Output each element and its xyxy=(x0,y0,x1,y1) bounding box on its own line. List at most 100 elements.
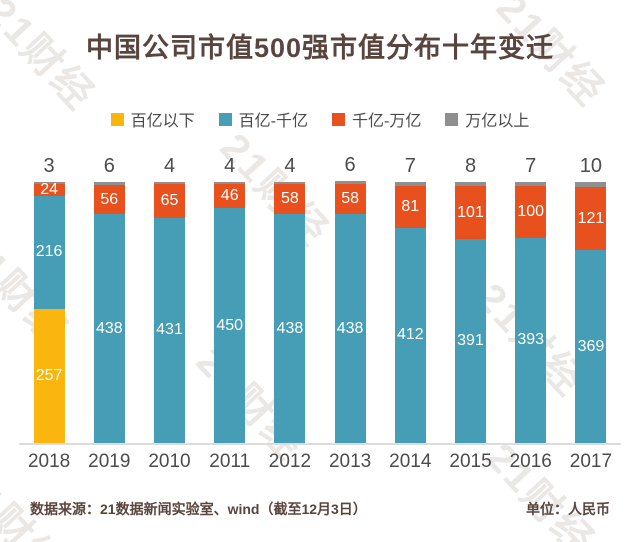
bar-top-count: 3 xyxy=(43,154,55,177)
segment-value: 438 xyxy=(336,319,364,337)
bar-stack: 24 216 257 xyxy=(33,180,65,443)
bar-segment-2: 24 xyxy=(33,180,65,198)
bar-segment-3 xyxy=(214,182,246,185)
bar-column-2012: 4 58 438 xyxy=(260,154,320,443)
legend-item-1: 百亿-千亿 xyxy=(218,107,308,131)
legend-label: 万亿以上 xyxy=(465,113,530,130)
legend-swatch-icon xyxy=(110,112,124,126)
x-label-2013: 2013 xyxy=(328,450,372,472)
legend-item-0: 百亿以下 xyxy=(110,107,195,131)
bar-segment-3 xyxy=(515,182,547,186)
bar-segment-1: 450 xyxy=(214,208,246,443)
bar-stack: 81 412 xyxy=(394,181,426,443)
legend-swatch-icon xyxy=(218,112,232,126)
bar-stack: 58 438 xyxy=(334,181,366,443)
segment-value: 58 xyxy=(341,190,359,208)
segment-value: 438 xyxy=(95,319,123,337)
segment-value: 121 xyxy=(577,209,605,227)
x-label-2017: 2017 xyxy=(569,450,613,472)
bar-column-2013: 6 58 438 xyxy=(320,153,380,443)
stacked-bar-chart: 3 24 216 257 6 56 438 4 65 431 4 46 450 4 58 438 6 58 438 7… xyxy=(19,153,621,473)
bar-segment-3 xyxy=(455,182,487,187)
bar-segment-1: 438 xyxy=(274,214,306,443)
segment-value: 431 xyxy=(156,321,183,339)
bar-stack: 65 431 xyxy=(154,182,185,443)
legend-item-2: 千亿-万亿 xyxy=(332,107,421,131)
legend-label: 千亿-万亿 xyxy=(352,113,422,130)
bar-column-2010: 4 65 431 xyxy=(139,154,199,443)
bar-top-count: 6 xyxy=(344,154,356,176)
segment-value: 391 xyxy=(457,331,484,349)
bar-segment-2: 56 xyxy=(93,185,125,215)
segment-value: 58 xyxy=(281,190,299,208)
x-axis-labels: 2018 2019 2010 2011 2012 2013 2014 2015 2016 2017 xyxy=(19,451,621,473)
bar-segment-3 xyxy=(394,181,426,186)
x-label-2015: 2015 xyxy=(449,450,492,472)
bar-top-count: 4 xyxy=(163,155,176,177)
legend-item-3: 万亿以上 xyxy=(445,107,529,131)
x-label-2010: 2010 xyxy=(148,450,191,472)
segment-value: 81 xyxy=(401,197,420,215)
bar-stack: 100 393 xyxy=(515,182,547,443)
segment-value: 257 xyxy=(35,366,63,384)
bar-segment-3 xyxy=(334,181,366,185)
chart-title: 中国公司市值500强市值分布十年变迁 xyxy=(85,33,555,63)
bar-segment-1: 438 xyxy=(93,214,125,443)
bar-segment-3 xyxy=(575,182,607,188)
bar-column-2015: 8 101 391 xyxy=(440,154,500,443)
bar-column-2018: 3 24 216 257 xyxy=(19,154,79,443)
bar-column-2011: 4 46 450 xyxy=(200,154,260,443)
bar-segment-3 xyxy=(154,182,185,185)
bar-stack: 101 391 xyxy=(455,182,487,443)
segment-value: 24 xyxy=(40,180,58,198)
segment-value: 65 xyxy=(160,192,179,210)
bar-column-2019: 6 56 438 xyxy=(79,154,139,443)
legend-swatch-icon xyxy=(332,112,345,126)
bar-column-2014: 7 81 412 xyxy=(380,154,440,443)
bar-segment-2: 121 xyxy=(575,187,607,251)
segment-value: 450 xyxy=(216,316,244,334)
bars-row: 3 24 216 257 6 56 438 4 65 431 4 46 450 4 58 438 6 58 438 7… xyxy=(19,153,621,445)
bar-segment-2: 58 xyxy=(334,184,366,215)
bar-top-count: 7 xyxy=(525,155,537,178)
bar-stack: 121 369 xyxy=(575,182,607,443)
bar-segment-1: 438 xyxy=(334,214,366,443)
segment-value: 412 xyxy=(396,326,424,344)
bar-column-2017: 10 121 369 xyxy=(561,154,621,443)
x-label-2014: 2014 xyxy=(389,450,432,472)
source-note: 数据来源：21数据新闻实验室、wind（截至12月3日） xyxy=(30,500,367,517)
segment-value: 46 xyxy=(220,187,239,205)
bar-segment-1: 216 xyxy=(33,196,65,309)
bar-segment-2: 65 xyxy=(154,184,185,218)
bar-segment-3 xyxy=(274,182,306,185)
bar-segment-2: 81 xyxy=(394,185,426,228)
segment-value: 100 xyxy=(517,202,545,220)
bar-top-count: 10 xyxy=(579,155,603,178)
bar-segment-1: 431 xyxy=(154,217,185,443)
segment-value: 438 xyxy=(276,319,304,337)
bar-top-count: 7 xyxy=(404,154,416,177)
legend-label: 百亿-千亿 xyxy=(238,113,308,130)
bar-segment-3 xyxy=(93,182,125,186)
segment-value: 369 xyxy=(577,337,605,355)
x-label-2011: 2011 xyxy=(209,450,251,472)
segment-value: 101 xyxy=(457,203,484,221)
bar-segment-1: 391 xyxy=(455,238,487,443)
unit-note: 单位：人民币 xyxy=(526,500,610,517)
bar-segment-2: 100 xyxy=(515,185,547,238)
bar-stack: 46 450 xyxy=(214,182,246,443)
bar-segment-2: 46 xyxy=(214,184,246,209)
bar-segment-1: 369 xyxy=(575,250,607,443)
bar-segment-1: 412 xyxy=(394,227,426,443)
bar-top-count: 4 xyxy=(284,155,296,177)
segment-value: 216 xyxy=(35,243,63,261)
x-label-2012: 2012 xyxy=(268,450,312,472)
legend-swatch-icon xyxy=(445,112,459,126)
bar-top-count: 8 xyxy=(464,155,477,178)
bar-segment-3 xyxy=(33,181,65,184)
bar-top-count: 6 xyxy=(103,155,115,178)
bar-stack: 56 438 xyxy=(93,182,125,443)
x-label-2018: 2018 xyxy=(27,450,71,472)
x-label-2016: 2016 xyxy=(509,450,552,472)
